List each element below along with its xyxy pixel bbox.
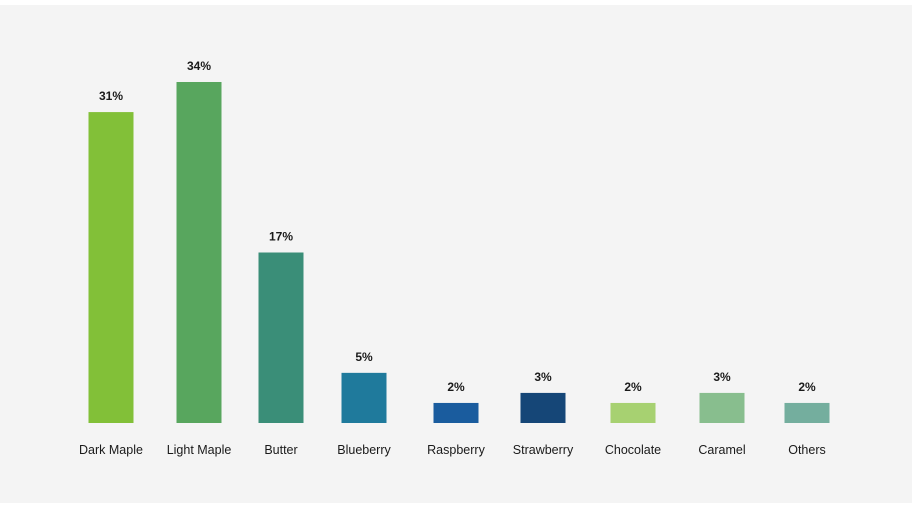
category-label-others: Others: [788, 443, 826, 457]
bar-light-maple: [176, 82, 222, 423]
category-labels-group: Dark Maple Light Maple Butter Blueberry Rasp…: [79, 443, 826, 457]
bar-raspberry: [433, 402, 479, 423]
category-label-butter: Butter: [264, 443, 297, 457]
category-label-strawberry: Strawberry: [513, 443, 574, 457]
value-label-raspberry: 2%: [447, 380, 465, 394]
bar-others: [784, 402, 830, 423]
value-label-light-maple: 34%: [187, 59, 211, 73]
bar-strawberry: [520, 392, 566, 423]
bar-blueberry: [341, 372, 387, 423]
value-label-butter: 17%: [269, 230, 293, 244]
bar-chocolate: [610, 402, 656, 423]
value-label-strawberry: 3%: [534, 370, 552, 384]
bar-butter: [258, 252, 304, 423]
bar-dark-maple: [88, 112, 134, 424]
bars-group: [88, 82, 830, 424]
category-label-caramel: Caramel: [698, 443, 745, 457]
value-label-dark-maple: 31%: [99, 89, 123, 103]
value-label-caramel: 3%: [713, 370, 731, 384]
value-label-others: 2%: [798, 380, 816, 394]
value-labels-group: 31% 34% 17% 5% 2% 3% 2% 3% 2%: [99, 59, 816, 394]
value-label-blueberry: 5%: [355, 350, 373, 364]
category-label-chocolate: Chocolate: [605, 443, 661, 457]
value-label-chocolate: 2%: [624, 380, 642, 394]
bar-caramel: [699, 392, 745, 423]
category-label-light-maple: Light Maple: [167, 443, 232, 457]
category-label-raspberry: Raspberry: [427, 443, 485, 457]
category-label-dark-maple: Dark Maple: [79, 443, 143, 457]
category-label-blueberry: Blueberry: [337, 443, 391, 457]
